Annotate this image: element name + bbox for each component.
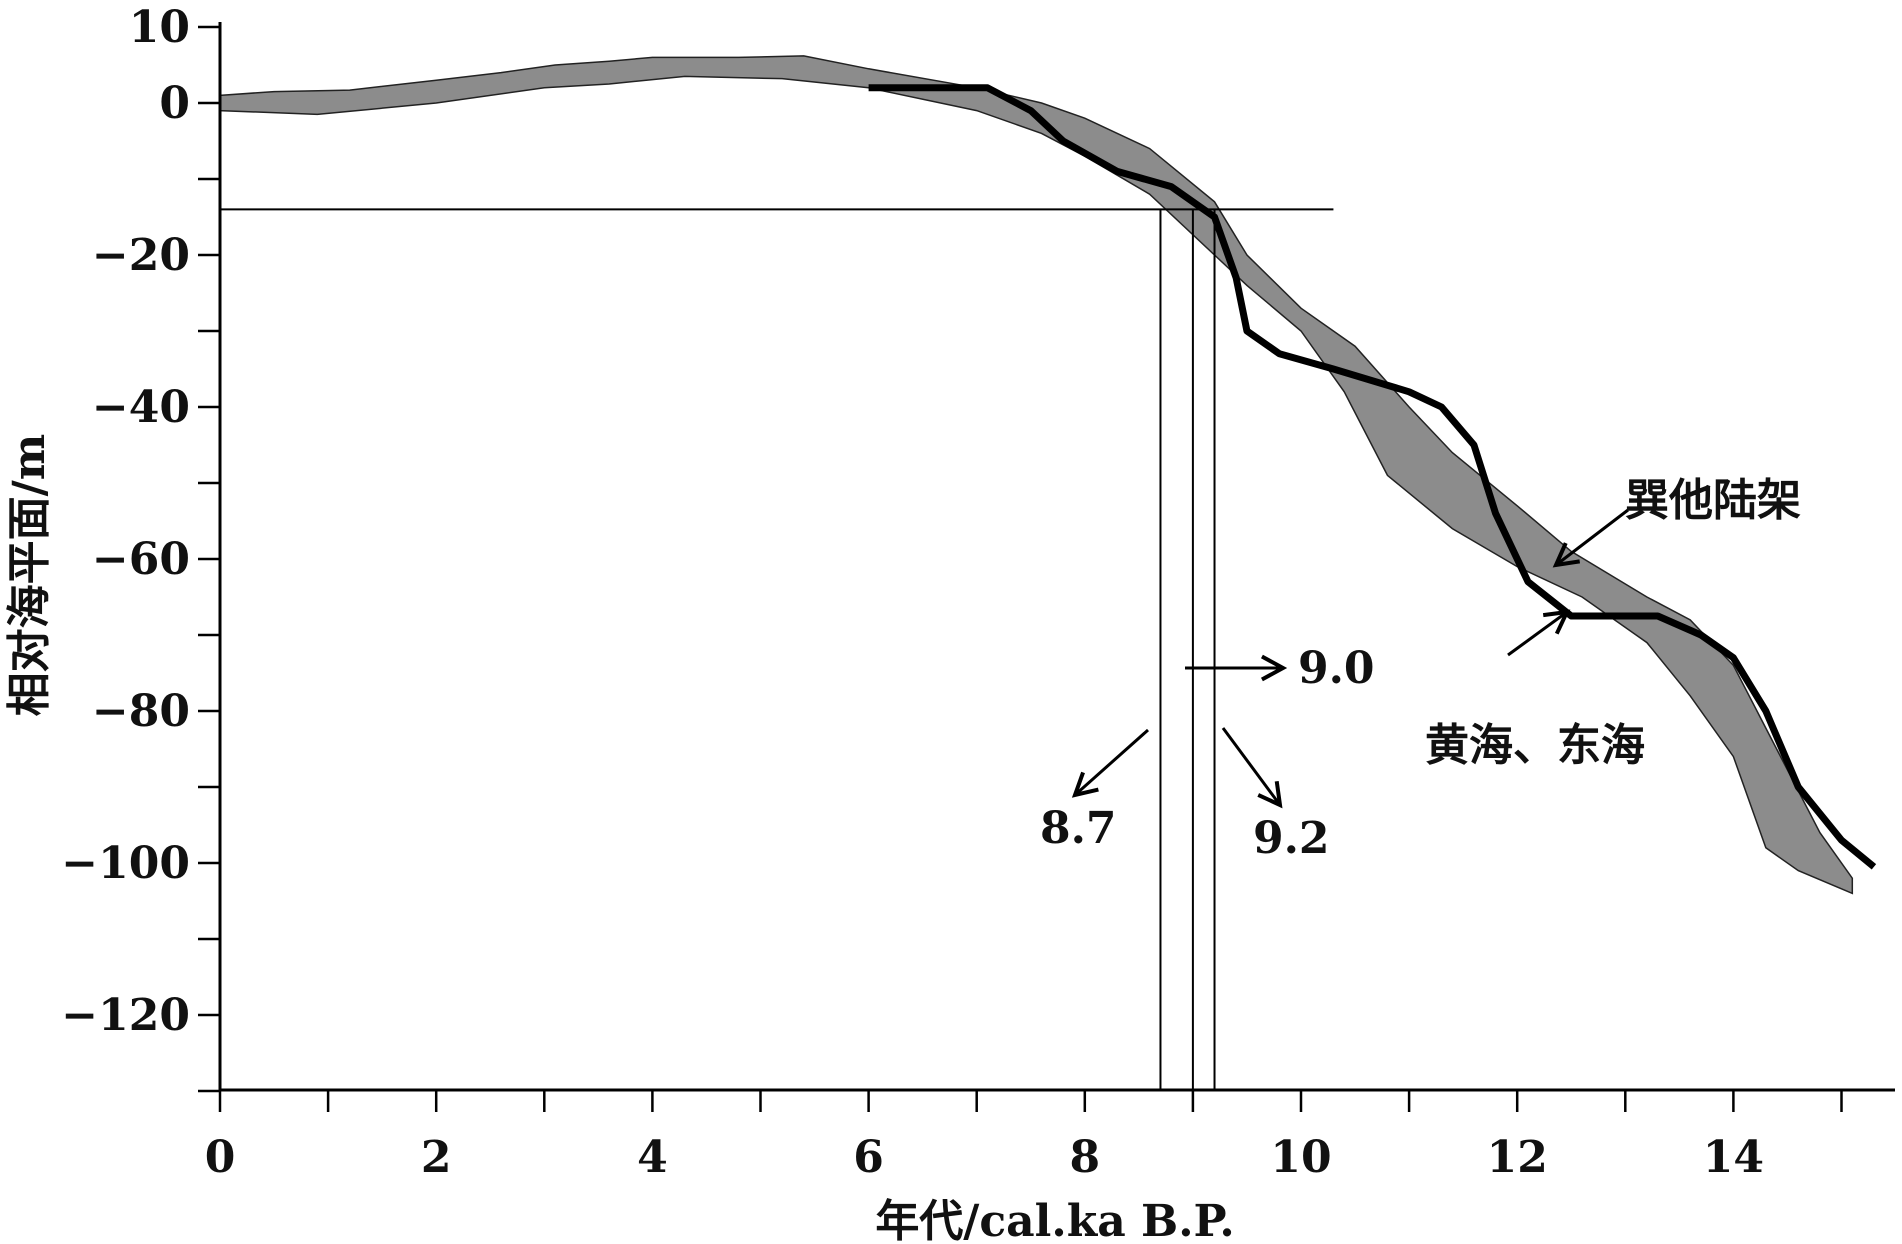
- yellow-east-china-sea-line-layer: [868, 84, 1877, 870]
- x-tick-label: 0: [205, 1132, 236, 1183]
- x-tick-label: 14: [1703, 1132, 1764, 1183]
- annotation-9-0: 9.0: [1298, 643, 1375, 694]
- x-tick-label: 4: [637, 1132, 668, 1183]
- annotation-8-7: 8.7: [1040, 803, 1117, 854]
- y-tick-label: −120: [61, 990, 190, 1041]
- x-tick-label: 10: [1270, 1132, 1331, 1183]
- y-tick-label: −20: [92, 230, 190, 281]
- y-tick-label: −60: [92, 534, 190, 585]
- arrow-9-2: [1221, 727, 1283, 809]
- axes-layer: 10 0 −20 −40 −60 −80 −100 −120 0 2 4 6 8 10 12 14 年代/cal…: [4, 2, 1895, 1244]
- sunda-shelf-band-layer: [219, 55, 1854, 895]
- arrow-8-7: [1071, 728, 1149, 798]
- annotation-yellow-east-china-sea: 黄海、东海: [1425, 720, 1645, 771]
- y-axis-title: 相对海平面/m: [4, 434, 55, 717]
- arrow-sunda-shelf: [1552, 508, 1629, 568]
- y-tick-label: −80: [92, 686, 190, 737]
- y-tick-label: 0: [159, 78, 190, 129]
- x-tick-label: 2: [421, 1132, 452, 1183]
- x-tick-label: 12: [1487, 1132, 1548, 1183]
- annotation-sunda-shelf: 巽他陆架: [1625, 475, 1801, 526]
- x-tick-label: 8: [1069, 1132, 1100, 1183]
- reference-lines-layer: [220, 208, 1334, 1090]
- yellow-east-china-sea-line: [868, 84, 1877, 870]
- y-tick-label: −100: [61, 838, 190, 889]
- y-tick-label: 10: [129, 2, 190, 53]
- annotation-9-2: 9.2: [1253, 813, 1330, 864]
- y-tick-label: −40: [92, 382, 190, 433]
- sunda-shelf-band: [219, 55, 1854, 895]
- x-tick-label: 6: [853, 1132, 884, 1183]
- arrow-yellow-east-china-sea: [1507, 609, 1571, 657]
- arrow-9-0: [1185, 654, 1288, 682]
- x-axis-title: 年代/cal.ka B.P.: [875, 1196, 1234, 1244]
